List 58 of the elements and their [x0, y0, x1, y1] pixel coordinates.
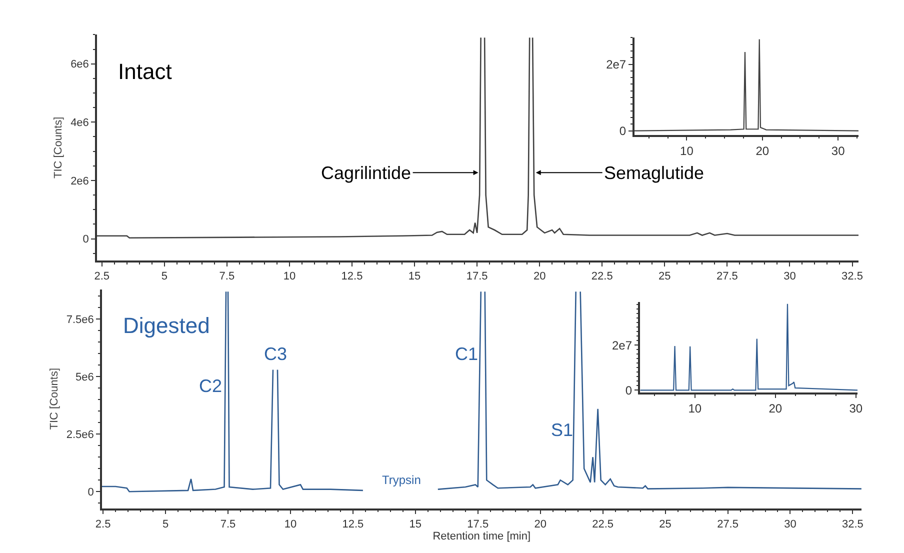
x-tick-label: 25: [659, 518, 672, 530]
x-tick-label: 25: [658, 270, 671, 283]
annotation: S1: [551, 420, 574, 440]
y-tick-label: 0: [625, 383, 632, 398]
x-tick-label: 7.5: [220, 518, 236, 530]
x-tick-label: 12.5: [341, 270, 363, 283]
x-tick-label: 27.5: [717, 518, 738, 530]
x-tick-label: 7.5: [219, 270, 235, 283]
y-tick-label: 2e7: [612, 338, 632, 352]
x-tick-label: 10: [284, 518, 297, 530]
x-tick-label: 32.5: [842, 270, 863, 283]
x-tick-label: 30: [784, 270, 796, 283]
x-tick-label: 15: [408, 270, 421, 283]
annotation: Intact: [118, 59, 172, 84]
annotation: C1: [455, 344, 478, 364]
y-tick-label: 7.5e6: [66, 314, 94, 326]
line-series: [640, 303, 858, 391]
x-tick-label: 12.5: [342, 518, 364, 530]
x-tick-label: 17.5: [466, 270, 488, 283]
y-tick-label: 0: [619, 124, 626, 138]
y-tick-label: 2e6: [70, 175, 89, 188]
x-tick-label: 5: [162, 518, 169, 530]
x-tick-label: 15: [409, 518, 422, 530]
x-tick-label: 20: [756, 144, 770, 158]
x-tick-label: 5: [161, 270, 168, 283]
x-tick-label: 10: [688, 402, 702, 416]
x-tick-label: 17.5: [467, 518, 489, 530]
y-tick-label: 4e6: [70, 116, 89, 129]
x-axis-title: Retention time [min]: [432, 530, 531, 542]
annotation: Digested: [123, 313, 210, 338]
annotation: Trypsin: [382, 473, 421, 487]
line-series: [634, 38, 858, 132]
x-tick-label: 30: [849, 402, 863, 416]
x-tick-label: 22.5: [592, 518, 614, 530]
annotation: C2: [199, 376, 222, 396]
y-tick-label: 6e6: [70, 58, 89, 71]
y-axis-title: TIC [Counts]: [52, 116, 65, 179]
annotation: C3: [264, 344, 288, 364]
annotation: Semaglutide: [604, 163, 704, 183]
x-tick-label: 2.5: [94, 270, 110, 283]
x-tick-label: 27.5: [716, 270, 738, 283]
y-tick-label: 2.5e6: [66, 428, 94, 441]
x-tick-label: 32.5: [842, 518, 864, 530]
y-tick-label: 2e7: [606, 57, 626, 72]
x-tick-label: 10: [283, 270, 296, 283]
x-tick-label: 10: [680, 144, 694, 158]
x-tick-label: 30: [784, 518, 796, 530]
y-tick-label: 0: [88, 486, 94, 498]
y-axis-title: TIC [Counts]: [48, 368, 60, 430]
x-tick-label: 2.5: [95, 518, 111, 530]
x-tick-label: 20: [534, 518, 546, 530]
x-tick-label: 20: [533, 270, 546, 283]
y-tick-label: 0: [82, 234, 89, 246]
y-tick-label: 5e6: [76, 372, 94, 384]
x-tick-label: 20: [768, 402, 782, 416]
x-tick-label: 30: [831, 144, 846, 158]
x-tick-label: 22.5: [591, 270, 613, 283]
annotation: Cagrilintide: [321, 163, 412, 183]
